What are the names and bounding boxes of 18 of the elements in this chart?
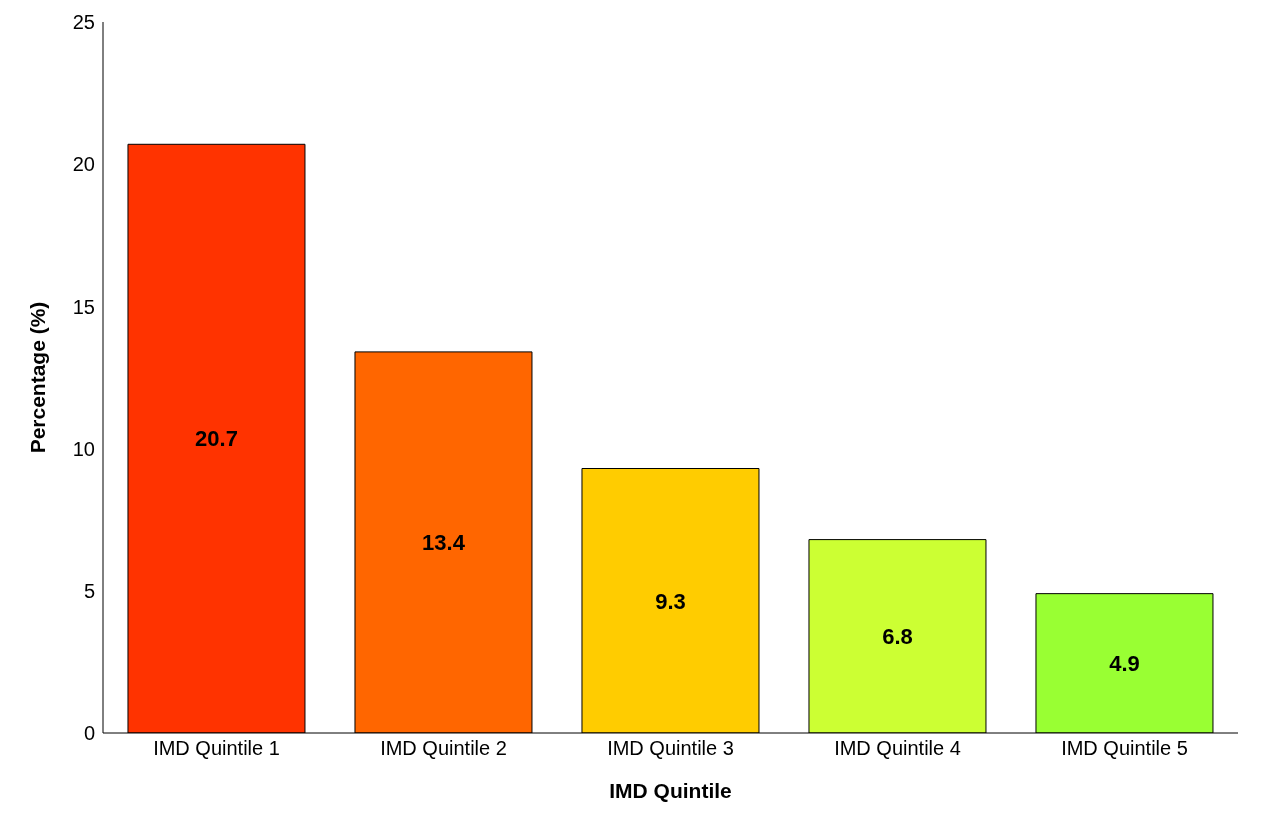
y-tick-label: 20 xyxy=(72,153,95,176)
x-tick-label: IMD Quintile 2 xyxy=(380,737,507,760)
y-tick-label: 10 xyxy=(72,437,95,460)
data-label: 4.9 xyxy=(1109,651,1140,677)
x-tick-label: IMD Quintile 5 xyxy=(1061,737,1188,760)
data-label: 9.3 xyxy=(655,588,686,614)
x-tick-label: IMD Quintile 1 xyxy=(153,737,280,760)
y-axis-title: Percentage (%) xyxy=(26,301,50,454)
data-label: 13.4 xyxy=(422,530,466,556)
data-label: 6.8 xyxy=(882,624,913,650)
y-tick-label: 15 xyxy=(72,295,95,318)
x-tick-label: IMD Quintile 3 xyxy=(607,737,734,760)
x-tick-label: IMD Quintile 4 xyxy=(834,737,961,760)
x-axis-title: IMD Quintile xyxy=(609,779,732,802)
y-tick-label: 0 xyxy=(83,722,95,745)
y-tick-label: 5 xyxy=(83,579,95,602)
data-label: 20.7 xyxy=(195,426,238,452)
y-tick-label: 25 xyxy=(72,11,95,34)
